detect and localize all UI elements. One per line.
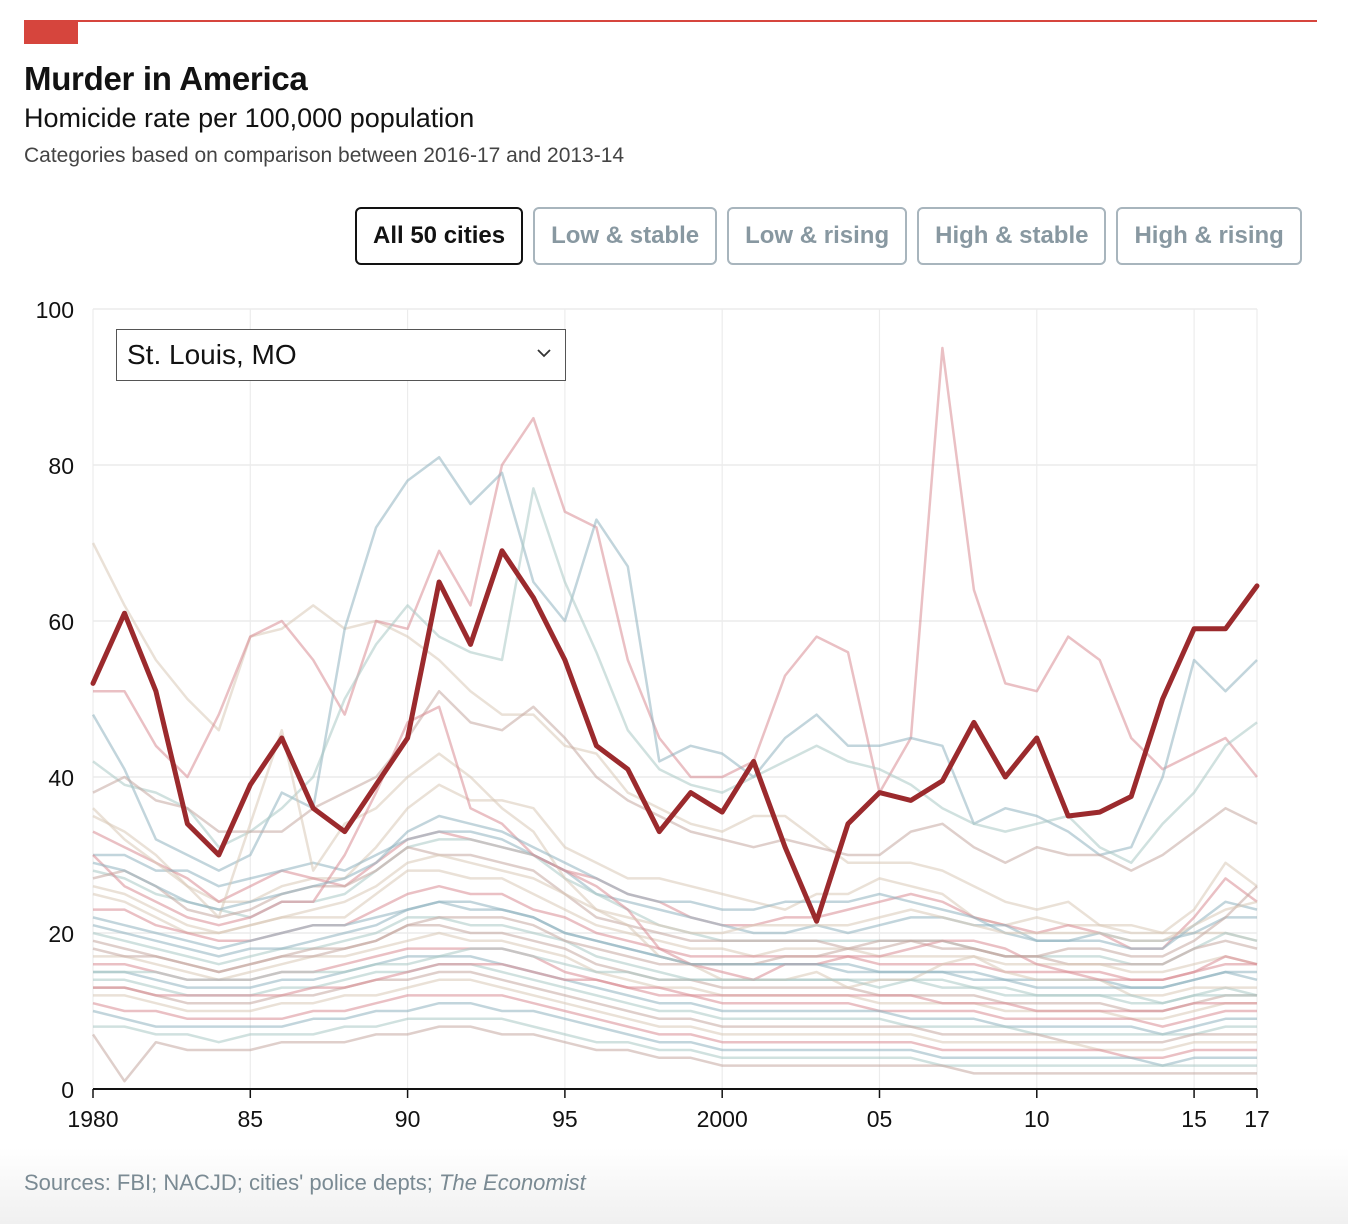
highlight-series — [90, 548, 1260, 924]
x-tick-label: 2000 — [697, 1106, 748, 1132]
footer: Sources: FBI; NACJD; cities' police dept… — [0, 1148, 1348, 1224]
gridlines — [92, 308, 1258, 1089]
x-tick-label: 90 — [395, 1106, 421, 1132]
x-tick-label: 85 — [238, 1106, 264, 1132]
background-series-line — [92, 689, 1258, 872]
line-chart: 0 20 40 60 80 100 1980 85 90 95 2000 05 10 15 17 — [36, 297, 1270, 1132]
highlight-series-line — [90, 548, 1260, 924]
background-series-line — [92, 830, 1258, 950]
source-italic: The Economist — [439, 1170, 586, 1195]
chevron-down-icon — [537, 349, 551, 358]
chart-title: Murder in America — [24, 60, 308, 97]
background-series-line — [93, 978, 1257, 1052]
background-series-line — [92, 853, 1258, 943]
background-series-line — [93, 830, 1258, 950]
city-select[interactable]: St. Louis, MO — [116, 329, 566, 381]
background-series-line — [92, 814, 1257, 943]
x-tick-label: 10 — [1024, 1106, 1050, 1132]
x-tick-label: 17 — [1244, 1106, 1270, 1132]
background-series-line — [92, 487, 1258, 865]
filter-all-cities-button[interactable]: All 50 cities — [355, 207, 524, 265]
background-series-line — [93, 955, 1257, 1036]
background-series-line — [92, 705, 1258, 982]
background-series-line — [92, 900, 1257, 989]
background-series-line — [92, 885, 1258, 974]
filter-high-stable-button[interactable]: High & stable — [917, 207, 1107, 265]
background-series-line — [92, 845, 1258, 966]
background-series-line — [93, 962, 1257, 1013]
economist-tag — [24, 20, 78, 44]
top-rule — [24, 20, 1317, 22]
background-series-line — [92, 869, 1258, 974]
y-tick-label: 100 — [36, 297, 74, 323]
background-series-line — [92, 783, 1258, 935]
background-series-line — [93, 947, 1257, 1005]
x-tick-label: 15 — [1181, 1106, 1207, 1132]
x-tick-label: 1980 — [67, 1106, 118, 1132]
y-tick-label: 0 — [61, 1077, 74, 1103]
city-select-value: St. Louis, MO — [127, 339, 297, 370]
background-series — [91, 346, 1258, 1083]
chart-subtitle: Homicide rate per 100,000 population — [24, 103, 475, 133]
y-tick-label: 60 — [48, 609, 74, 635]
x-tick-label: 05 — [867, 1106, 893, 1132]
filter-low-stable-button[interactable]: Low & stable — [533, 207, 718, 265]
background-series-line — [92, 994, 1257, 1060]
source-text: Sources: FBI; NACJD; cities' police dept… — [24, 1170, 440, 1195]
axes: 0 20 40 60 80 100 1980 85 90 95 2000 05 10 15 17 — [36, 297, 1270, 1132]
chart-note: Categories based on comparison between 2… — [24, 144, 625, 167]
source-note: Sources: FBI; NACJD; cities' police dept… — [24, 1170, 586, 1196]
y-tick-label: 80 — [48, 453, 74, 479]
x-tick-label: 95 — [552, 1106, 578, 1132]
filter-low-rising-button[interactable]: Low & rising — [727, 207, 908, 265]
y-tick-label: 20 — [48, 921, 74, 947]
background-series-line — [93, 1017, 1257, 1067]
background-series-line — [93, 970, 1257, 1044]
background-series-line — [92, 1001, 1257, 1067]
background-series-line — [91, 455, 1258, 872]
background-series-line — [93, 962, 1257, 1036]
background-series-line — [93, 346, 1258, 794]
y-tick-label: 40 — [48, 765, 74, 791]
filter-high-rising-button[interactable]: High & rising — [1116, 207, 1302, 265]
filter-buttons: All 50 cities Low & stable Low & rising … — [355, 207, 1302, 265]
background-series-line — [91, 1025, 1257, 1083]
